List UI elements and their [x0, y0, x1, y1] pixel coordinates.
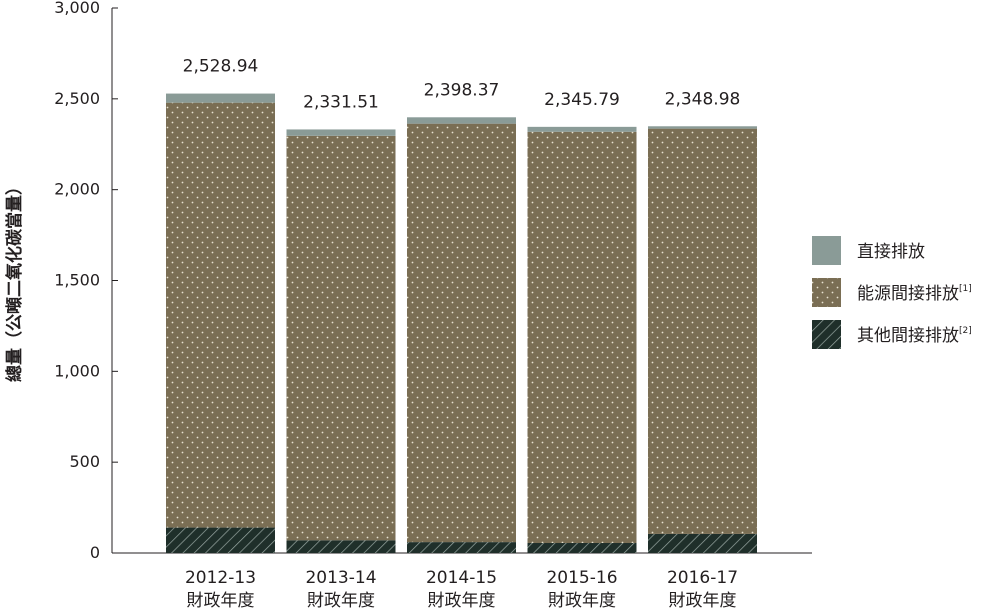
bar-segment-direct [527, 126, 637, 132]
x-category-labels: 2012-13 財政年度 2013-14 財政年度 2014-15 財政年度 2015-16… [185, 568, 738, 611]
legend-swatch [812, 236, 841, 265]
legend-entry-label: 直接排放 [857, 242, 925, 262]
bar-segment-energy-indirect [286, 135, 396, 541]
legend-entry-label: 其他間接排放[2] [857, 326, 972, 346]
legend-swatch [812, 278, 841, 307]
x-category-year: 2014-15 [426, 568, 497, 588]
legend-swatch [812, 320, 841, 349]
y-tick-label: 0 [90, 543, 100, 562]
bar-total-label: 2,348.98 [665, 89, 741, 109]
bar-segment-direct [166, 93, 275, 103]
bar-segment-other-indirect [527, 543, 637, 553]
y-tick-label: 1,500 [54, 271, 100, 290]
bar-segment-direct [648, 126, 757, 129]
y-axis-label: 總量（公噸二氧化碳當量） [4, 178, 25, 382]
y-tick-label: 2,500 [54, 89, 100, 108]
y-tick-label: 500 [69, 452, 100, 471]
bars [166, 93, 757, 553]
x-category-suffix: 財政年度 [187, 591, 255, 611]
legend-entry-label: 能源間接排放[1] [857, 284, 972, 304]
x-category-year: 2016-17 [667, 568, 738, 588]
x-category-suffix: 財政年度 [669, 591, 737, 611]
x-category-suffix: 財政年度 [307, 591, 375, 611]
bar-segment-energy-indirect [407, 123, 516, 543]
x-category-year: 2015-16 [546, 568, 617, 588]
x-category-suffix: 財政年度 [548, 591, 616, 611]
bar-segment-other-indirect [286, 540, 396, 553]
bar-segment-other-indirect [407, 542, 516, 553]
bar-total-label: 2,345.79 [544, 90, 620, 110]
x-category-year: 2012-13 [185, 568, 256, 588]
x-category-suffix: 財政年度 [428, 591, 496, 611]
x-category-year: 2013-14 [305, 568, 376, 588]
legend-footnote-ref: [2] [959, 326, 972, 336]
total-labels: 2,528.94 2,331.51 2,398.37 2,345.79 2,348.98 [183, 57, 741, 113]
bar-segment-other-indirect [648, 533, 757, 553]
y-tick-label: 2,000 [54, 180, 100, 199]
y-tick-label: 3,000 [54, 0, 100, 17]
bar-total-label: 2,331.51 [303, 92, 379, 112]
legend-footnote-ref: [1] [959, 284, 972, 294]
bar-total-label: 2,398.37 [424, 80, 500, 100]
bar-segment-direct [407, 117, 516, 124]
y-ticks: 0 500 1,000 1,500 2,000 2,500 3,000 [54, 0, 118, 562]
bar-total-label: 2,528.94 [183, 57, 259, 77]
bar-segment-energy-indirect [166, 102, 275, 528]
bar-segment-energy-indirect [648, 128, 757, 534]
y-tick-label: 1,000 [54, 361, 100, 380]
bar-segment-energy-indirect [527, 131, 637, 544]
bar-segment-direct [286, 129, 396, 136]
bar-segment-other-indirect [166, 527, 275, 553]
